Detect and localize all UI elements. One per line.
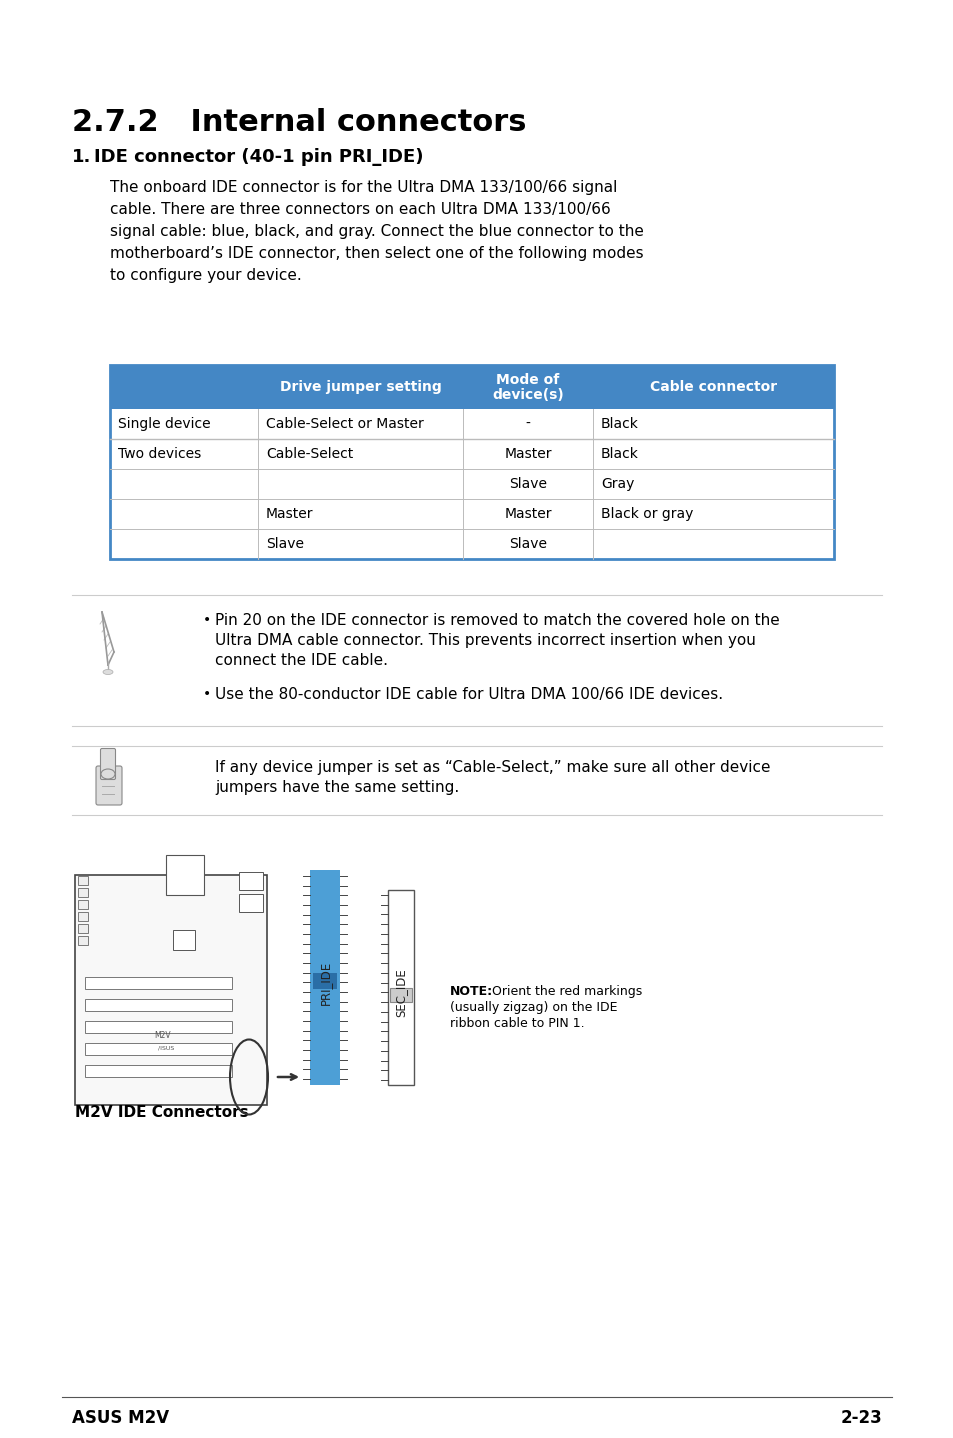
Text: ribbon cable to PIN 1.: ribbon cable to PIN 1. xyxy=(450,1017,584,1030)
Text: connect the IDE cable.: connect the IDE cable. xyxy=(214,653,388,669)
Text: NOTE:: NOTE: xyxy=(450,985,493,998)
Bar xyxy=(110,365,833,559)
Bar xyxy=(78,925,88,933)
Bar xyxy=(310,870,339,1086)
Text: Master: Master xyxy=(504,508,551,521)
Bar xyxy=(166,856,204,894)
Bar xyxy=(172,930,194,951)
Text: Cable connector: Cable connector xyxy=(649,380,777,394)
Text: to configure your device.: to configure your device. xyxy=(110,267,301,283)
Text: motherboard’s IDE connector, then select one of the following modes: motherboard’s IDE connector, then select… xyxy=(110,246,643,262)
Bar xyxy=(78,889,88,897)
Text: Slave: Slave xyxy=(509,477,546,490)
Text: Mode of: Mode of xyxy=(496,372,559,387)
Text: Master: Master xyxy=(266,508,314,521)
Text: 2.7.2   Internal connectors: 2.7.2 Internal connectors xyxy=(71,108,526,137)
Text: Ultra DMA cable connector. This prevents incorrect insertion when you: Ultra DMA cable connector. This prevents… xyxy=(214,633,755,649)
Text: Orient the red markings: Orient the red markings xyxy=(488,985,641,998)
Bar xyxy=(75,874,267,1104)
Bar xyxy=(110,365,833,408)
Text: signal cable: blue, black, and gray. Connect the blue connector to the: signal cable: blue, black, and gray. Con… xyxy=(110,224,643,239)
Bar xyxy=(85,1021,232,1032)
Ellipse shape xyxy=(101,769,115,779)
Text: Cable-Select or Master: Cable-Select or Master xyxy=(266,417,423,431)
Text: /ISUS: /ISUS xyxy=(157,1045,174,1051)
Bar xyxy=(78,912,88,920)
FancyBboxPatch shape xyxy=(100,749,115,779)
Text: -: - xyxy=(525,417,530,431)
Text: Slave: Slave xyxy=(509,536,546,551)
Text: ASUS M2V: ASUS M2V xyxy=(71,1409,169,1426)
Text: cable. There are three connectors on each Ultra DMA 133/100/66: cable. There are three connectors on eac… xyxy=(110,201,610,217)
FancyBboxPatch shape xyxy=(96,766,122,805)
Bar xyxy=(85,1066,232,1077)
Text: M2V IDE Connectors: M2V IDE Connectors xyxy=(75,1104,249,1120)
Bar xyxy=(388,890,414,1086)
Text: Drive jumper setting: Drive jumper setting xyxy=(279,380,441,394)
Text: Use the 80-conductor IDE cable for Ultra DMA 100/66 IDE devices.: Use the 80-conductor IDE cable for Ultra… xyxy=(214,687,722,702)
Bar xyxy=(239,894,263,912)
Text: Single device: Single device xyxy=(118,417,211,431)
Text: Cable-Select: Cable-Select xyxy=(266,447,353,462)
Bar xyxy=(85,1043,232,1055)
Text: Black: Black xyxy=(600,447,639,462)
Text: If any device jumper is set as “Cable-Select,” make sure all other device: If any device jumper is set as “Cable-Se… xyxy=(214,761,770,775)
Bar xyxy=(390,988,412,1001)
Text: Master: Master xyxy=(504,447,551,462)
Text: 2-23: 2-23 xyxy=(840,1409,882,1426)
Text: Slave: Slave xyxy=(266,536,304,551)
Text: Two devices: Two devices xyxy=(118,447,201,462)
Text: SEC_IDE: SEC_IDE xyxy=(395,968,407,1017)
Bar xyxy=(85,976,232,989)
Bar xyxy=(78,936,88,945)
Text: Gray: Gray xyxy=(600,477,634,490)
Text: (usually zigzag) on the IDE: (usually zigzag) on the IDE xyxy=(450,1001,617,1014)
Bar xyxy=(78,900,88,909)
Text: IDE connector (40-1 pin PRI_IDE): IDE connector (40-1 pin PRI_IDE) xyxy=(94,148,423,165)
Text: •: • xyxy=(203,687,211,700)
Bar xyxy=(85,999,232,1011)
Text: Black or gray: Black or gray xyxy=(600,508,693,521)
Ellipse shape xyxy=(103,670,112,674)
Text: Black: Black xyxy=(600,417,639,431)
Bar xyxy=(239,871,263,890)
Bar xyxy=(313,974,336,989)
Text: M2V: M2V xyxy=(154,1031,172,1040)
Text: •: • xyxy=(203,613,211,627)
Text: Pin 20 on the IDE connector is removed to match the covered hole on the: Pin 20 on the IDE connector is removed t… xyxy=(214,613,779,628)
Text: 1.: 1. xyxy=(71,148,91,165)
Text: PRI_IDE: PRI_IDE xyxy=(318,961,331,1005)
Text: The onboard IDE connector is for the Ultra DMA 133/100/66 signal: The onboard IDE connector is for the Ult… xyxy=(110,180,617,196)
Text: device(s): device(s) xyxy=(492,388,563,403)
Text: jumpers have the same setting.: jumpers have the same setting. xyxy=(214,779,458,795)
Bar xyxy=(78,876,88,884)
